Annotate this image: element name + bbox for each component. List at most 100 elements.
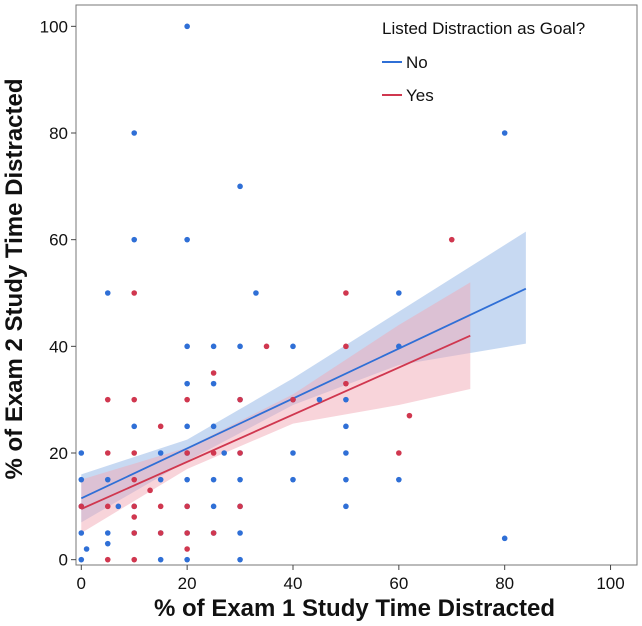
data-point-no (237, 530, 243, 536)
data-point-no (290, 450, 296, 456)
legend-label-yes: Yes (406, 86, 434, 105)
data-point-yes (184, 450, 190, 456)
data-point-no (157, 556, 164, 563)
data-point-yes (184, 546, 190, 552)
data-point-yes (210, 370, 217, 376)
data-point-no (104, 476, 111, 483)
plot-frame (75, 4, 638, 566)
data-point-no (78, 556, 85, 563)
data-point-no (131, 423, 138, 430)
data-point-yes (184, 396, 190, 403)
y-axis-title: % of Exam 2 Study Time Distracted (1, 78, 28, 479)
data-point-no (237, 476, 243, 483)
data-point-no (396, 476, 402, 483)
data-point-no (343, 396, 349, 403)
data-point-yes (131, 396, 138, 403)
y-tick-label: 60 (49, 231, 68, 250)
x-tick-label: 40 (284, 574, 303, 593)
data-point-no (184, 423, 190, 430)
legend-title: Listed Distraction as Goal? (382, 19, 585, 38)
data-point-yes (184, 530, 190, 536)
data-point-no (184, 380, 190, 387)
data-point-no (253, 290, 259, 296)
data-point-yes (157, 530, 164, 536)
data-point-yes (131, 556, 138, 563)
data-point-no (78, 530, 85, 536)
data-point-yes (343, 290, 349, 296)
data-point-yes (131, 450, 138, 456)
data-point-no (237, 183, 243, 190)
x-tick-label: 0 (77, 574, 86, 593)
data-point-no (237, 343, 243, 350)
y-tick-label: 0 (59, 551, 68, 570)
data-point-yes (131, 530, 138, 536)
data-point-no (501, 535, 508, 542)
data-point-yes (237, 396, 243, 403)
data-point-yes (210, 450, 217, 456)
data-point-no (210, 423, 217, 430)
fit-line-yes (80, 334, 471, 510)
data-point-yes (290, 396, 296, 403)
data-point-yes (157, 423, 164, 430)
y-tick-label: 80 (49, 124, 68, 143)
x-axis-title: % of Exam 1 Study Time Distracted (154, 595, 555, 622)
y-tick-label: 20 (49, 444, 68, 463)
fit-line-no (80, 287, 527, 500)
data-point-no (316, 396, 323, 403)
data-point-yes (343, 380, 349, 387)
data-point-no (78, 476, 85, 483)
data-point-no (396, 290, 402, 296)
data-point-no (290, 343, 296, 350)
data-point-yes (237, 503, 243, 510)
data-point-no (290, 476, 296, 483)
data-point-yes (147, 487, 153, 494)
x-tick-label: 20 (178, 574, 197, 593)
data-point-no (157, 450, 164, 456)
data-point-yes (343, 343, 349, 350)
data-point-no (210, 476, 217, 483)
y-tick-label: 40 (49, 337, 68, 356)
data-point-no (343, 476, 349, 483)
x-tick-label: 100 (596, 574, 624, 593)
data-point-no (104, 530, 111, 536)
x-tick-label: 80 (495, 574, 514, 593)
data-point-yes (131, 503, 138, 510)
data-point-no (131, 130, 138, 136)
data-point-no (115, 503, 122, 510)
data-point-yes (131, 514, 138, 520)
axes: 0 20 40 60 80 100 0 20 40 60 80 100 % of Exam 1 Stud… (1, 4, 638, 622)
fit-lines (80, 287, 527, 510)
data-point-yes (104, 556, 111, 563)
data-point-yes (157, 503, 164, 510)
data-point-no (184, 236, 190, 243)
data-point-no (184, 476, 190, 483)
data-point-yes (237, 450, 243, 456)
legend-label-no: No (406, 53, 428, 72)
data-point-yes (210, 530, 217, 536)
data-point-yes (448, 236, 455, 243)
data-point-no (131, 236, 138, 243)
data-point-yes (78, 503, 85, 510)
data-point-no (343, 450, 349, 456)
legend: Listed Distraction as Goal? No Yes (382, 19, 585, 105)
x-tick-label: 60 (389, 574, 408, 593)
data-point-no (184, 343, 190, 350)
data-point-no (184, 556, 190, 563)
data-point-no (221, 450, 227, 456)
y-tick-label: 100 (40, 17, 68, 36)
data-point-yes (396, 450, 402, 456)
data-point-no (210, 380, 217, 387)
scatter-points (78, 23, 508, 563)
data-point-yes (406, 412, 413, 419)
data-point-no (501, 130, 508, 136)
confidence-bands (81, 231, 526, 533)
data-point-yes (104, 396, 111, 403)
data-point-no (343, 503, 349, 510)
data-point-no (396, 343, 402, 350)
data-point-no (83, 546, 90, 552)
data-point-no (104, 290, 111, 296)
data-point-no (237, 556, 243, 563)
data-point-no (78, 450, 85, 456)
data-point-no (210, 343, 217, 350)
